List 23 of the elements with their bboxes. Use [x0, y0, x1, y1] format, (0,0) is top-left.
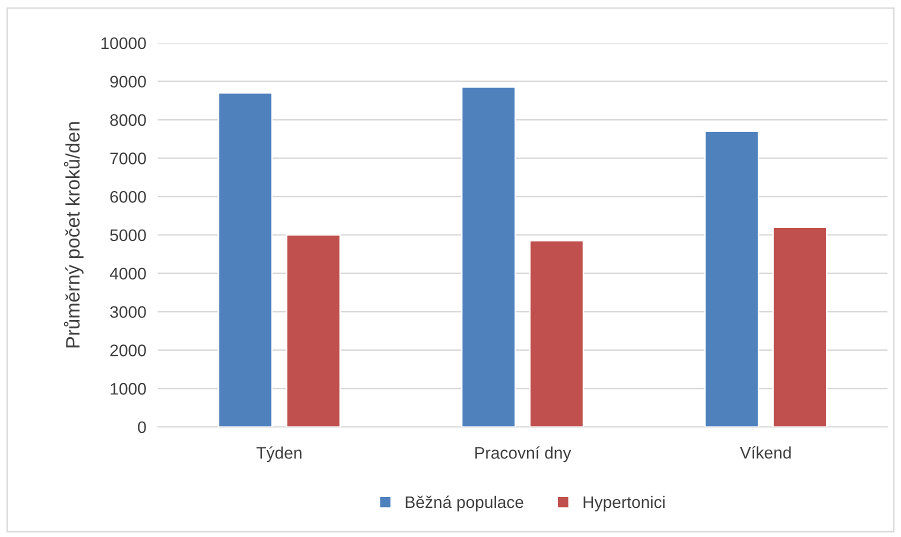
x-tick-label: Týden [256, 446, 302, 462]
y-axis-title: Průměrný počet kroků/den [64, 122, 84, 348]
bar [772, 226, 828, 427]
y-tick-label: 9000 [110, 76, 146, 88]
bar [218, 92, 273, 427]
bar [286, 234, 341, 427]
y-tick-label: 4000 [110, 268, 146, 280]
legend-label: Hypertonici [584, 496, 665, 512]
y-tick-label: 0 [138, 421, 146, 434]
y-tick-label: 1000 [110, 382, 146, 395]
y-tick-label: 3000 [110, 306, 146, 318]
x-tick-label: Pracovní dny [475, 446, 572, 462]
y-tick-label: 10000 [101, 37, 146, 50]
x-tick-label: Víkend [740, 446, 791, 459]
y-tick-label: 7000 [110, 152, 146, 164]
y-tick-label: 5000 [110, 229, 146, 242]
bar [704, 130, 760, 427]
y-tick-label: 6000 [110, 190, 146, 203]
y-tick-label: 8000 [110, 114, 146, 126]
bar [461, 86, 516, 427]
legend-label: Běžná populace [406, 496, 524, 512]
bar [529, 240, 584, 427]
y-tick-label: 2000 [110, 344, 146, 356]
